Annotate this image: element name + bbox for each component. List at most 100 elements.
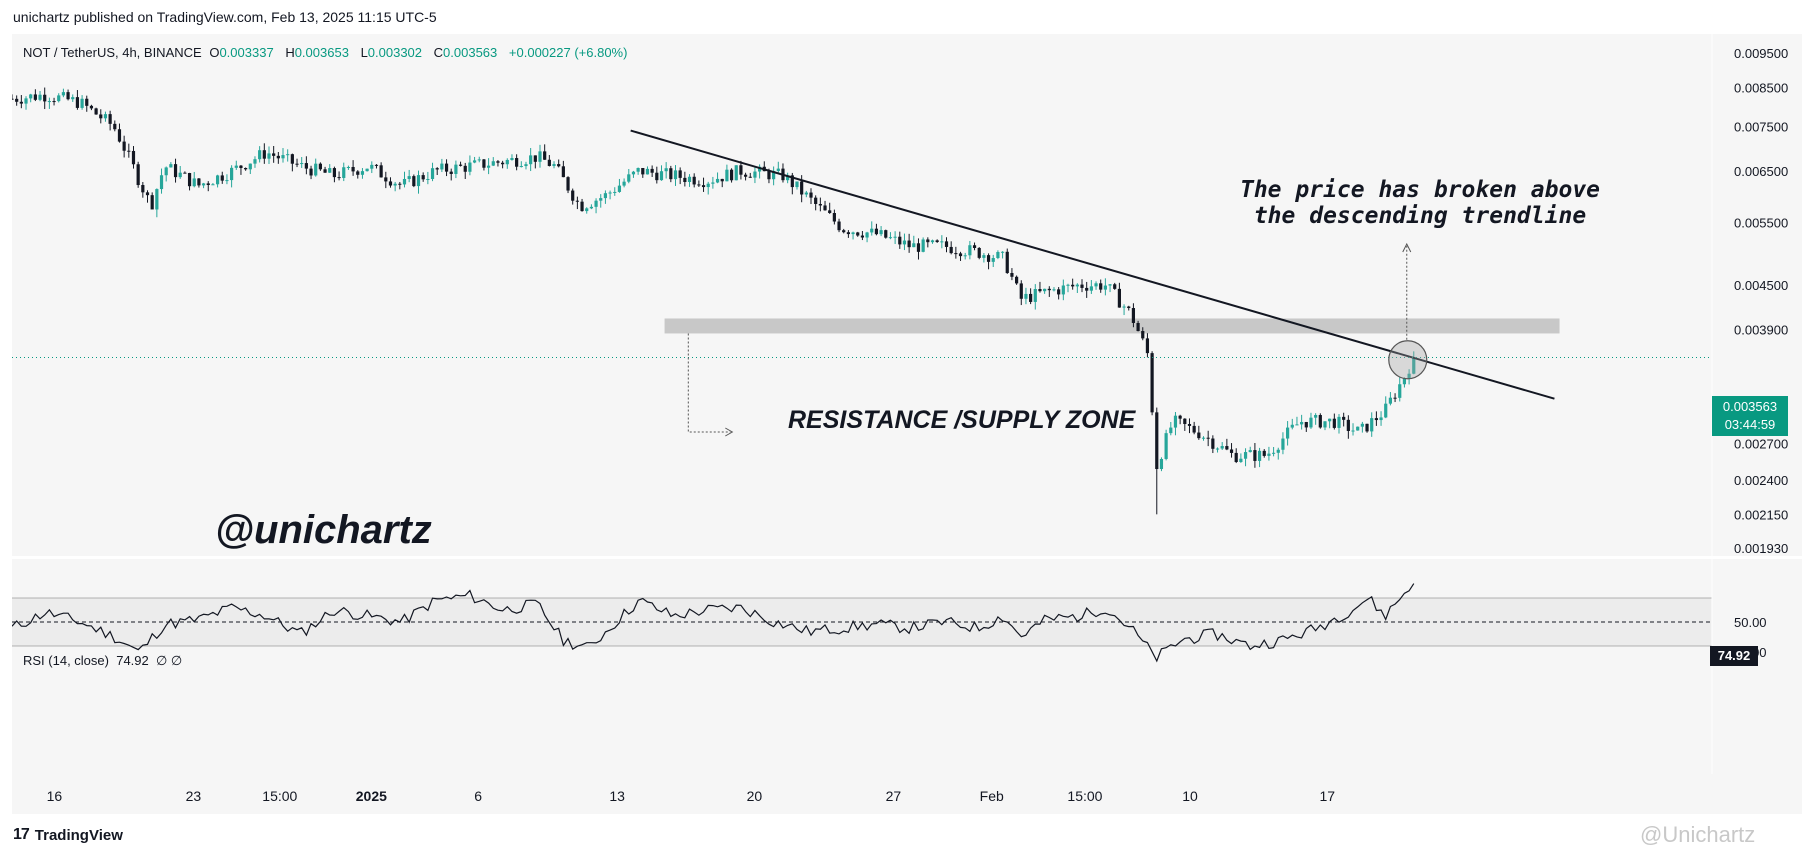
candle[interactable]	[337, 171, 341, 181]
candle[interactable]	[1332, 413, 1336, 430]
candle[interactable]	[622, 178, 626, 188]
candle[interactable]	[253, 156, 257, 168]
candle[interactable]	[374, 164, 379, 169]
candle[interactable]	[996, 250, 1000, 260]
candle[interactable]	[426, 171, 430, 185]
candle[interactable]	[449, 168, 453, 181]
candle[interactable]	[1328, 418, 1332, 429]
candle[interactable]	[958, 251, 963, 261]
candle[interactable]	[814, 195, 818, 211]
candle[interactable]	[220, 171, 224, 184]
candle[interactable]	[940, 235, 944, 249]
candle[interactable]	[701, 177, 706, 192]
candle[interactable]	[52, 97, 56, 106]
candle[interactable]	[150, 192, 154, 210]
breakout-annotation[interactable]: The price has broken above the descendin…	[1230, 177, 1610, 229]
candle[interactable]	[636, 167, 640, 175]
candle[interactable]	[1103, 278, 1107, 296]
rsi-label[interactable]: RSI (14, close)	[23, 653, 109, 668]
candle[interactable]	[239, 165, 243, 175]
candle[interactable]	[1206, 430, 1210, 447]
candle[interactable]	[571, 188, 575, 205]
candle[interactable]	[1057, 287, 1061, 300]
candle[interactable]	[1113, 282, 1117, 290]
candle[interactable]	[127, 143, 131, 158]
chart-panel[interactable]: 0.009500 0.008500 0.007500 0.006500 0.005500…	[12, 34, 1802, 814]
candle[interactable]	[71, 94, 75, 102]
candle[interactable]	[1141, 327, 1145, 341]
candle[interactable]	[926, 237, 930, 248]
candle[interactable]	[155, 188, 159, 218]
resistance-zone[interactable]	[664, 318, 1560, 334]
candle[interactable]	[314, 158, 318, 177]
candle[interactable]	[1262, 449, 1266, 458]
candle[interactable]	[491, 157, 495, 167]
candle[interactable]	[879, 226, 883, 237]
candle[interactable]	[43, 87, 47, 110]
candle[interactable]	[1145, 333, 1150, 358]
candle[interactable]	[103, 111, 108, 122]
candle[interactable]	[33, 89, 37, 102]
candle[interactable]	[515, 154, 519, 171]
candle[interactable]	[874, 223, 879, 236]
candle[interactable]	[225, 174, 229, 185]
candle[interactable]	[501, 160, 505, 169]
candle[interactable]	[697, 180, 701, 188]
candle[interactable]	[1300, 414, 1304, 430]
candle[interactable]	[85, 95, 89, 112]
candle[interactable]	[832, 209, 836, 225]
candle[interactable]	[370, 161, 374, 174]
zone-annotation[interactable]: RESISTANCE /SUPPLY ZONE	[788, 406, 1136, 434]
candle[interactable]	[809, 188, 813, 205]
candle[interactable]	[823, 200, 827, 211]
candle[interactable]	[24, 96, 28, 110]
candle[interactable]	[1173, 411, 1178, 436]
breakout-circle[interactable]	[1388, 340, 1428, 380]
candle[interactable]	[286, 149, 290, 162]
candle[interactable]	[440, 158, 444, 173]
candle[interactable]	[1127, 305, 1131, 311]
candle[interactable]	[781, 163, 785, 183]
candle[interactable]	[1164, 429, 1168, 461]
candle[interactable]	[552, 161, 556, 169]
candle[interactable]	[113, 120, 117, 132]
candle[interactable]	[1089, 280, 1093, 294]
candle[interactable]	[482, 158, 486, 171]
candle[interactable]	[1360, 421, 1364, 433]
candle[interactable]	[61, 88, 65, 98]
candle[interactable]	[1365, 423, 1369, 433]
candle[interactable]	[678, 167, 682, 185]
candle[interactable]	[1370, 412, 1374, 437]
candle[interactable]	[977, 247, 981, 260]
candle[interactable]	[683, 171, 687, 187]
candle[interactable]	[29, 93, 33, 103]
candle[interactable]	[1304, 421, 1308, 432]
candle[interactable]	[692, 173, 696, 188]
candle[interactable]	[472, 156, 477, 164]
candle[interactable]	[173, 158, 178, 183]
candle[interactable]	[664, 162, 668, 179]
candle[interactable]	[1402, 377, 1407, 388]
candle[interactable]	[365, 168, 369, 172]
candle[interactable]	[183, 171, 187, 174]
candle[interactable]	[1407, 369, 1411, 385]
rsi-line[interactable]	[12, 583, 1415, 663]
candle[interactable]	[505, 158, 509, 169]
candle[interactable]	[197, 178, 201, 188]
candle[interactable]	[276, 152, 280, 164]
candle[interactable]	[342, 162, 346, 182]
candle[interactable]	[430, 162, 435, 182]
candle[interactable]	[1351, 423, 1355, 436]
candle[interactable]	[136, 161, 140, 188]
candle[interactable]	[89, 104, 94, 111]
candle[interactable]	[1150, 351, 1154, 416]
candle[interactable]	[393, 181, 397, 192]
candle[interactable]	[356, 170, 360, 179]
candle[interactable]	[748, 172, 752, 178]
candle[interactable]	[258, 146, 262, 163]
candle[interactable]	[580, 198, 584, 212]
candle[interactable]	[641, 167, 645, 178]
candle[interactable]	[304, 156, 308, 175]
candle[interactable]	[117, 123, 122, 143]
candle[interactable]	[1342, 412, 1346, 427]
